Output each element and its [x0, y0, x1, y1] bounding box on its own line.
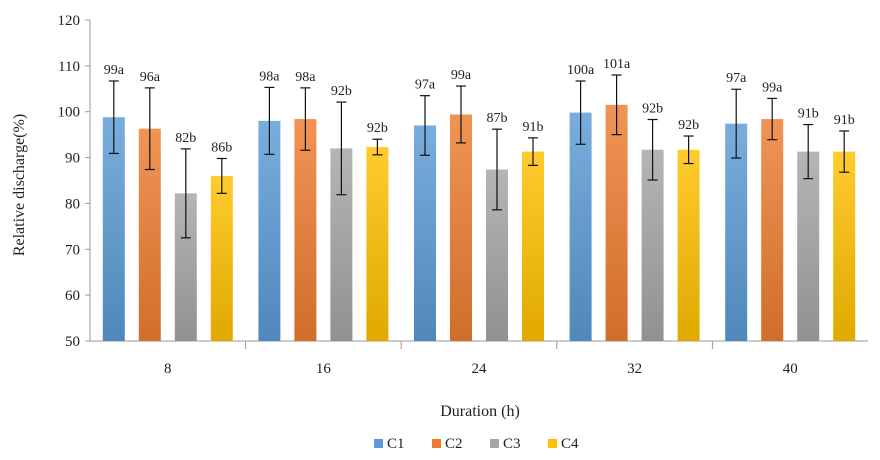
bar-c4-32 — [677, 149, 700, 341]
bar-data-label: 97a — [726, 71, 747, 86]
y-tick-label: 50 — [65, 334, 80, 350]
y-tick-label: 90 — [65, 151, 80, 167]
x-tick-label: 24 — [472, 361, 488, 377]
x-tick-label: 40 — [783, 361, 798, 377]
bar-data-label: 96a — [140, 70, 161, 85]
bar-data-label: 92b — [642, 102, 663, 117]
bar-c3-8 — [174, 193, 197, 341]
bar-c2-16 — [294, 119, 317, 342]
y-tick-label: 120 — [58, 13, 81, 29]
bar-data-label: 99a — [104, 63, 125, 78]
y-tick-label: 60 — [65, 288, 80, 304]
bar-data-label: 86b — [211, 140, 232, 155]
y-tick-label: 110 — [58, 59, 80, 75]
bar-c4-24 — [522, 151, 544, 341]
bar-labels: 99a 96a 82b 86b 98a 98a 92b 92b 97a 99a 87b 91b 100a… — [104, 57, 855, 155]
bar-data-label: 92b — [367, 121, 388, 136]
legend: C1 C2 C3 C4 — [374, 436, 579, 452]
bar-c1-16 — [258, 120, 281, 341]
legend-swatch-c3 — [490, 439, 499, 448]
legend-swatch-c1 — [374, 439, 383, 448]
bar-c3-40 — [797, 151, 820, 341]
legend-label-c1: C1 — [387, 436, 405, 452]
bar-data-label: 101a — [603, 57, 631, 72]
y-tick-label: 100 — [58, 105, 81, 121]
bar-c3-24 — [486, 169, 508, 341]
x-tick-label: 16 — [316, 361, 332, 377]
bar-data-label: 97a — [415, 78, 436, 93]
bar-c3-16 — [330, 148, 353, 341]
bar-c1-24 — [414, 125, 436, 341]
y-axis-title: Relative discharge(%) — [11, 114, 28, 256]
bar-data-label: 98a — [295, 70, 316, 85]
bar-data-label: 82b — [175, 131, 196, 146]
bar-c2-24 — [450, 114, 472, 341]
bar-c1-32 — [569, 112, 592, 341]
x-tick-label: 32 — [627, 361, 642, 377]
bar-c4-16 — [366, 147, 389, 341]
x-tick-label: 8 — [164, 361, 172, 377]
y-tick-label: 80 — [65, 196, 80, 212]
bar-c4-8 — [210, 175, 233, 341]
legend-swatch-c2 — [432, 439, 441, 448]
bar-c1-40 — [725, 123, 748, 341]
bar-data-label: 99a — [451, 68, 472, 83]
bar-data-label: 98a — [259, 69, 280, 84]
bar-data-label: 99a — [762, 80, 783, 95]
bar-data-label: 92b — [678, 118, 699, 133]
bar-c2-32 — [605, 104, 628, 341]
legend-label-c4: C4 — [561, 436, 579, 452]
bar-data-label: 91b — [798, 107, 819, 122]
legend-label-c2: C2 — [445, 436, 463, 452]
bar-c2-40 — [761, 119, 784, 342]
bar-data-label: 92b — [331, 84, 352, 99]
bar-data-label: 91b — [834, 113, 855, 128]
bar-data-label: 100a — [567, 63, 595, 78]
bars — [102, 74, 856, 342]
bar-data-label: 87b — [487, 111, 508, 126]
bar-c3-32 — [641, 149, 664, 341]
bar-c2-8 — [138, 128, 161, 341]
x-axis-title: Duration (h) — [440, 403, 520, 420]
bar-c1-8 — [102, 117, 125, 342]
legend-swatch-c4 — [548, 439, 557, 448]
bar-c4-40 — [833, 151, 856, 341]
bar-data-label: 91b — [523, 120, 544, 135]
y-tick-label: 70 — [65, 242, 80, 258]
legend-label-c3: C3 — [503, 436, 521, 452]
